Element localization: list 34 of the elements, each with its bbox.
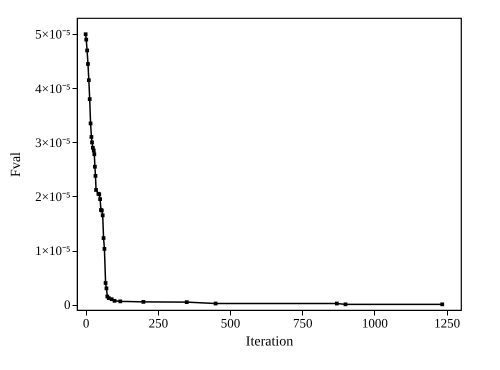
x-tick-label: 0 xyxy=(82,316,90,330)
x-axis-title: Iteration xyxy=(246,334,294,350)
y-axis-title: Fval xyxy=(9,152,24,177)
point xyxy=(90,140,94,144)
x-tick-label: 250 xyxy=(148,316,168,330)
point xyxy=(94,188,98,192)
point xyxy=(214,302,218,306)
point xyxy=(93,164,97,169)
x-tick-label: 1000 xyxy=(362,316,388,330)
y-tick-label: 5×10⁻⁵ xyxy=(35,26,70,42)
x-tick-label: 750 xyxy=(292,316,312,330)
y-tick-label: 4×10⁻⁵ xyxy=(35,80,70,96)
point xyxy=(90,135,94,139)
y-tick-label: 0 xyxy=(64,297,70,312)
y-tick-label: 2×10⁻⁵ xyxy=(35,188,70,204)
point xyxy=(102,247,106,251)
point xyxy=(104,281,108,285)
point xyxy=(334,302,339,306)
point xyxy=(92,148,96,152)
point xyxy=(98,197,102,202)
point xyxy=(86,62,90,66)
point xyxy=(85,48,89,52)
y-tick-label: 1×10⁻⁵ xyxy=(35,243,70,258)
point xyxy=(88,122,92,126)
point xyxy=(142,300,146,304)
point xyxy=(102,236,106,240)
x-tick-label: 500 xyxy=(220,316,240,330)
point xyxy=(88,97,92,101)
x-tick-label: 1250 xyxy=(434,316,460,330)
point xyxy=(344,302,348,306)
point xyxy=(104,286,108,290)
point xyxy=(112,298,116,303)
point xyxy=(94,174,98,178)
y-tick-label: 3×10⁻⁵ xyxy=(35,134,70,150)
